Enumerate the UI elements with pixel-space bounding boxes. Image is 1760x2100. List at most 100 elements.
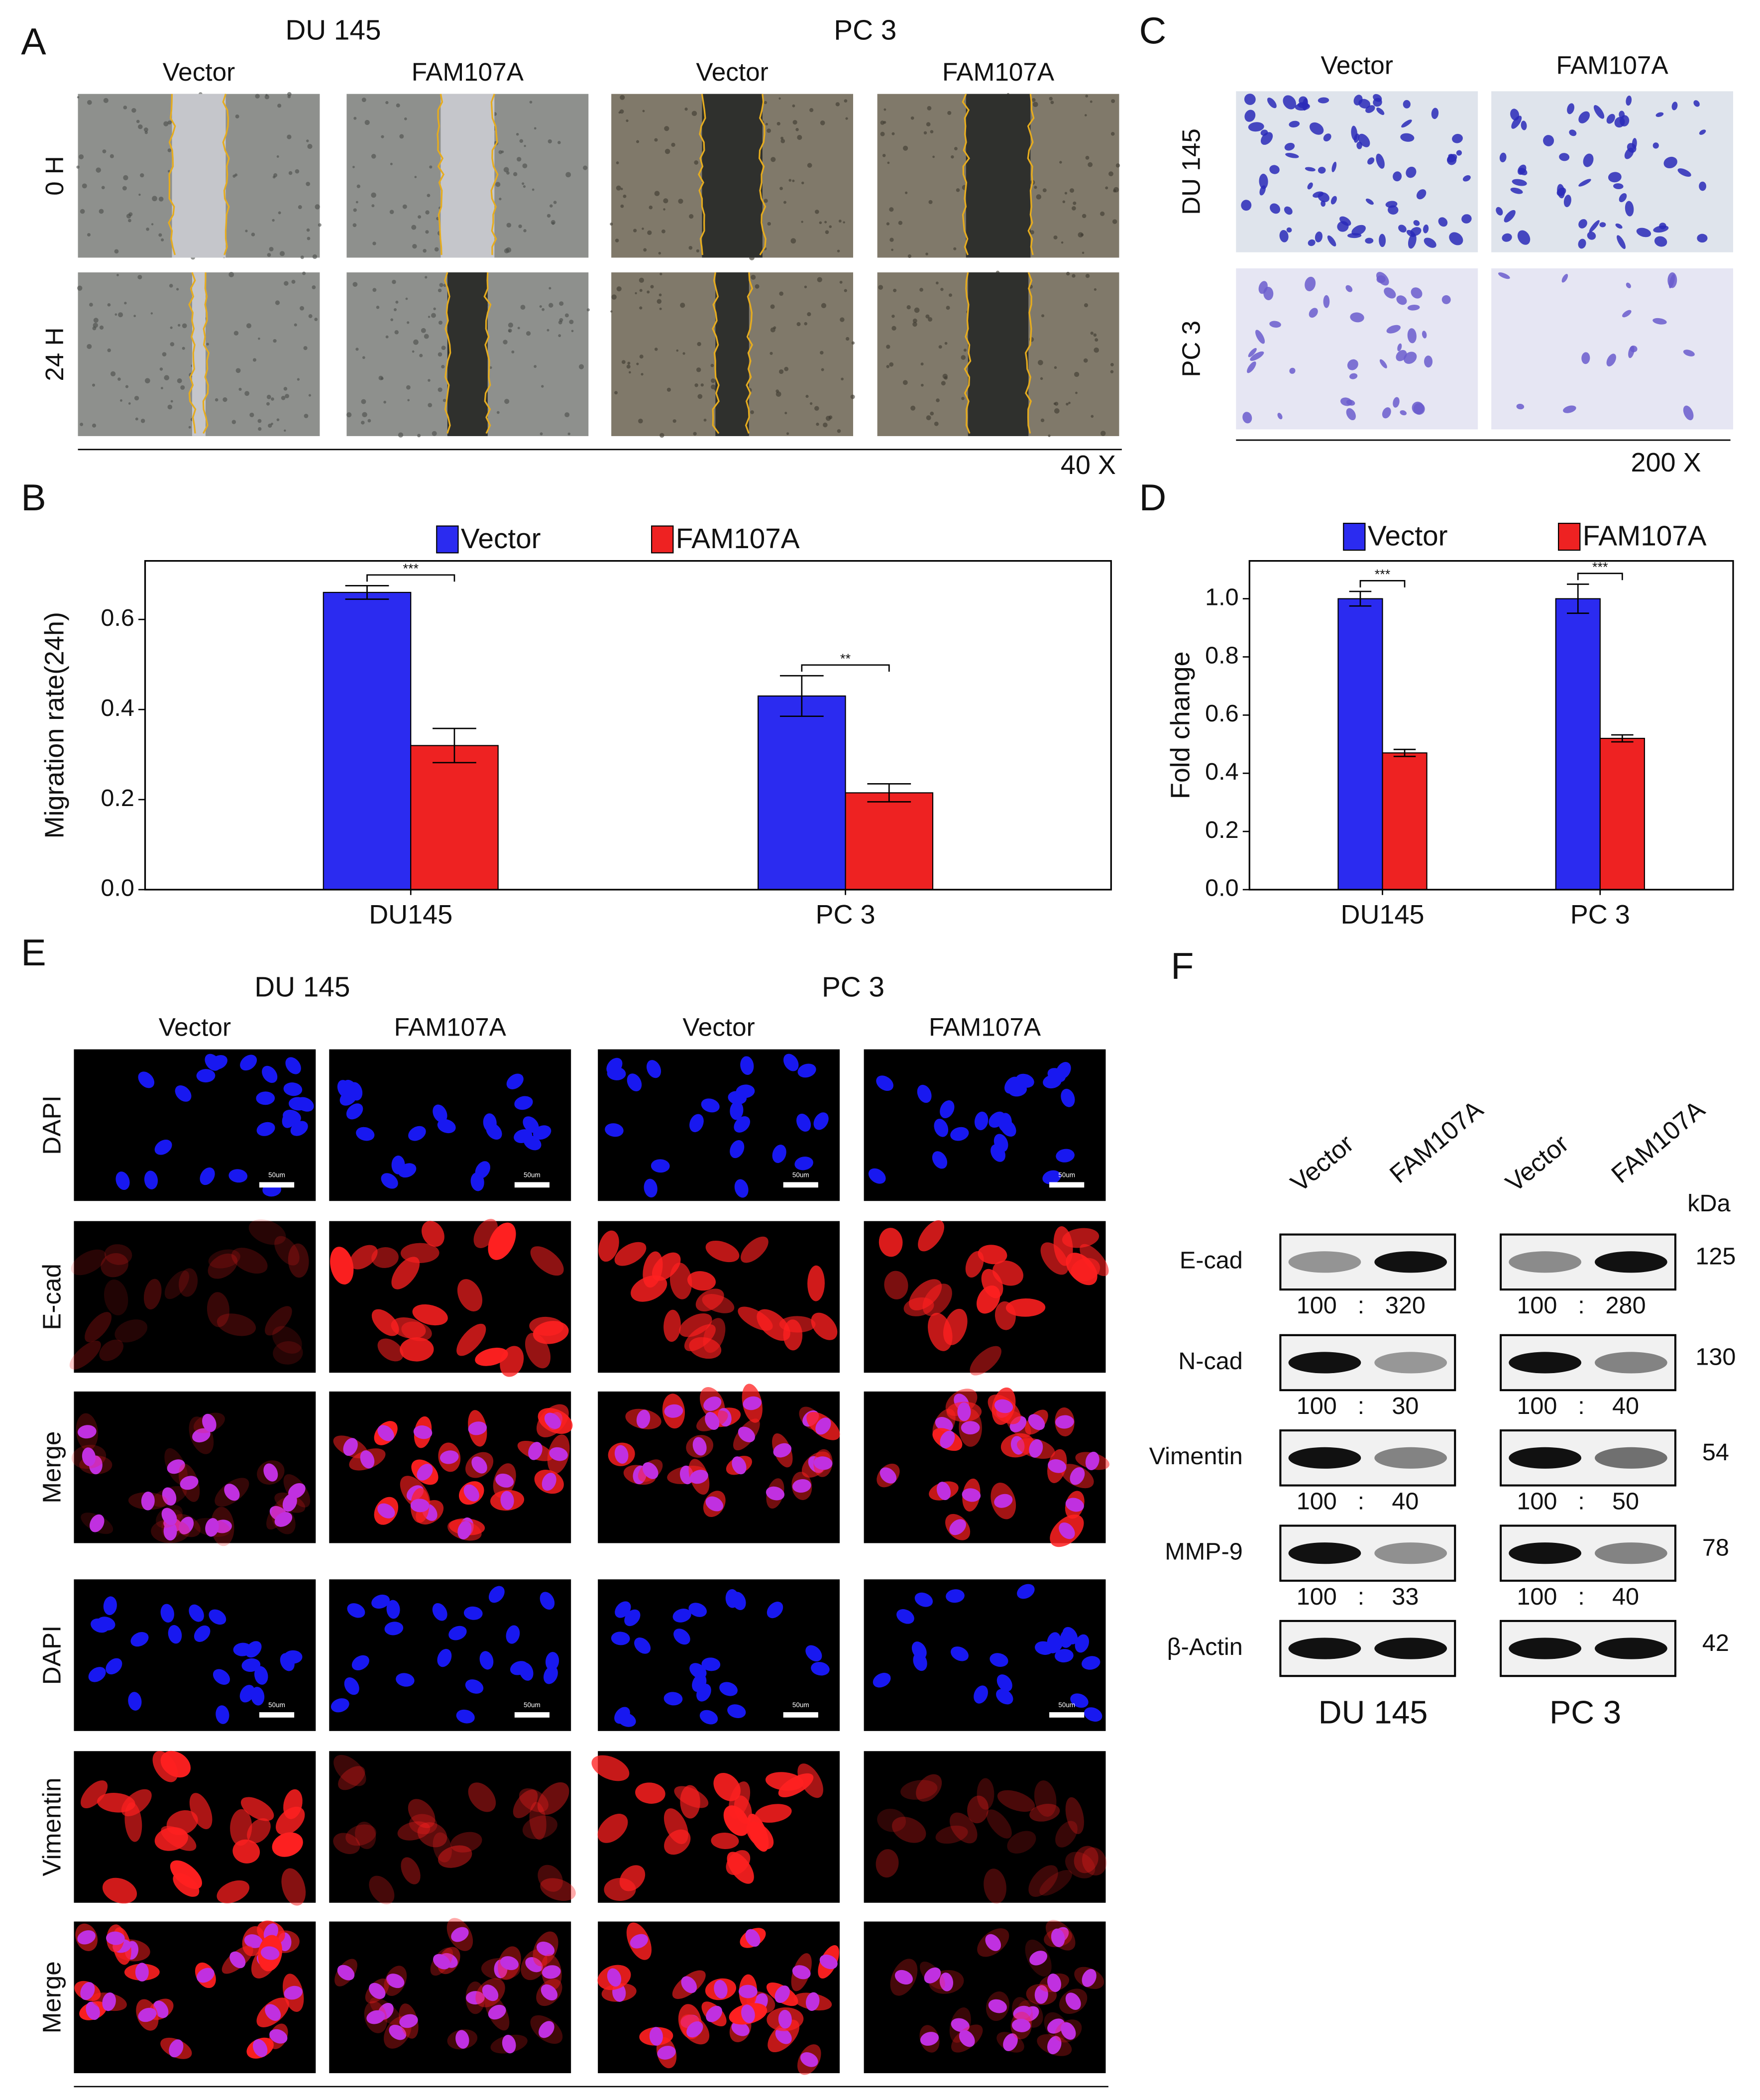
nucleus — [940, 1430, 955, 1448]
stain — [705, 1240, 740, 1263]
nucleus — [813, 1456, 833, 1470]
nucleus — [433, 1104, 447, 1123]
legend-swatch — [1558, 523, 1581, 551]
row-label: PC 3 — [1177, 321, 1205, 377]
nucleus — [296, 1097, 314, 1112]
texture — [657, 299, 662, 304]
stain — [604, 1878, 636, 1901]
texture — [87, 100, 92, 105]
texture — [792, 119, 797, 125]
cell — [1286, 227, 1292, 233]
cell — [1320, 200, 1326, 207]
texture — [393, 308, 397, 311]
cell — [1259, 173, 1268, 189]
texture — [123, 106, 127, 110]
stain — [208, 1253, 238, 1279]
stain — [121, 1789, 152, 1817]
cell — [1510, 109, 1520, 120]
nucleus — [962, 1488, 981, 1502]
texture — [926, 122, 931, 126]
nucleus — [990, 1653, 1008, 1667]
texture — [96, 167, 101, 173]
texture — [633, 229, 637, 233]
cell — [1376, 272, 1389, 286]
texture — [77, 96, 80, 99]
texture — [711, 378, 716, 383]
texture — [298, 205, 302, 210]
cell — [1422, 331, 1427, 339]
texture — [889, 237, 894, 242]
texture — [395, 300, 399, 304]
cell — [1339, 216, 1351, 226]
texture — [371, 154, 376, 159]
stain — [1053, 1226, 1073, 1266]
wound-edge — [168, 94, 176, 255]
texture — [103, 98, 109, 103]
texture — [797, 135, 802, 140]
nucleus — [283, 1082, 303, 1096]
stain — [965, 1251, 984, 1278]
stain — [401, 1321, 432, 1341]
nucleus — [471, 1456, 487, 1474]
kda-label: 42 — [1702, 1630, 1729, 1656]
band — [1288, 1352, 1361, 1374]
protein-label: E-cad — [1180, 1247, 1243, 1274]
nucleus — [488, 2004, 506, 2020]
wound-edge — [745, 272, 754, 434]
texture — [271, 397, 274, 401]
nucleus — [514, 1129, 533, 1143]
texture — [680, 303, 685, 308]
texture — [1105, 186, 1108, 190]
texture — [1031, 98, 1036, 102]
nucleus — [161, 1508, 177, 1525]
stain — [377, 1338, 404, 1362]
texture — [654, 138, 658, 142]
texture — [578, 364, 584, 369]
nucleus — [410, 1499, 430, 1513]
stain — [519, 1788, 549, 1812]
cell — [1587, 232, 1596, 240]
nucleus — [624, 1609, 641, 1627]
texture — [315, 204, 320, 210]
texture — [302, 271, 306, 275]
stain — [892, 1817, 926, 1843]
texture — [233, 331, 239, 336]
texture — [641, 373, 644, 376]
nucleus — [506, 1073, 524, 1089]
cell — [1625, 201, 1634, 217]
stain — [450, 1832, 482, 1853]
wound-edge — [222, 94, 230, 255]
texture — [245, 230, 248, 233]
nucleus — [483, 1113, 497, 1132]
texture — [623, 194, 627, 198]
texture — [267, 253, 271, 257]
texture — [170, 400, 173, 403]
nucleus — [433, 1954, 450, 1970]
cell — [1614, 117, 1625, 128]
nucleus — [689, 1114, 704, 1133]
texture — [516, 132, 519, 136]
stain — [369, 1875, 395, 1904]
texture — [92, 326, 97, 331]
stain — [397, 1821, 431, 1841]
cell — [1543, 135, 1554, 146]
column-label: Vector — [163, 58, 235, 86]
nucleus — [205, 1053, 221, 1071]
texture — [935, 281, 939, 285]
cell — [1406, 230, 1416, 237]
stain — [978, 1245, 1007, 1265]
nucleus — [607, 1066, 626, 1080]
stain — [1039, 1870, 1072, 1896]
nucleus — [932, 1151, 948, 1169]
texture — [664, 126, 669, 131]
texture — [703, 418, 707, 422]
nucleus — [743, 1396, 762, 1410]
texture — [642, 110, 645, 113]
texture — [123, 175, 128, 181]
cell — [1521, 120, 1527, 130]
cell — [1318, 192, 1329, 203]
stain — [663, 1808, 688, 1844]
stain — [422, 1221, 444, 1247]
texture — [428, 403, 433, 408]
band — [1288, 1542, 1361, 1564]
